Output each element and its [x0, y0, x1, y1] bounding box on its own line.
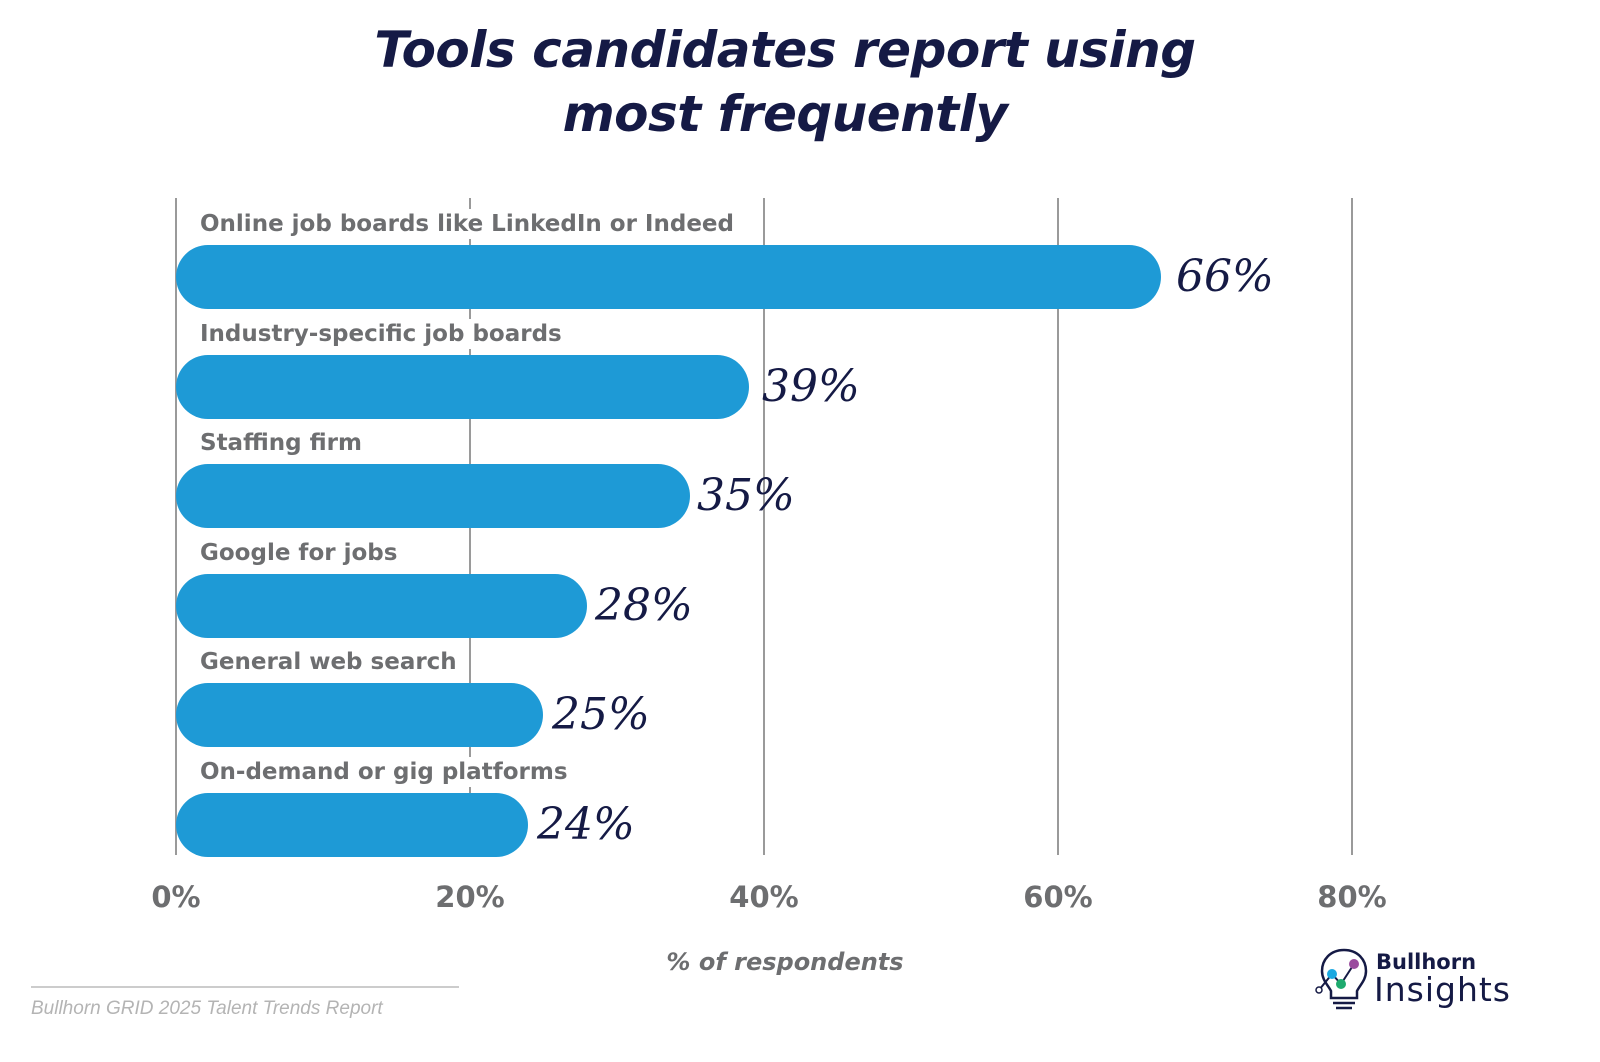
x-tick-label: 20%	[435, 880, 505, 914]
gridline-60	[1057, 198, 1059, 855]
bar-label: Staffing firm	[200, 428, 368, 458]
bar-label: Google for jobs	[200, 538, 404, 568]
bar-value: 28%	[595, 580, 693, 631]
chart-title-line1: Tools candidates report using	[374, 21, 1196, 79]
bar-value: 24%	[537, 799, 635, 850]
bullhorn-insights-logo: Bullhorn Insights	[1314, 946, 1544, 1016]
bar-label: Industry-specific job boards	[200, 319, 568, 349]
chart-title: Tools candidates report using most frequ…	[0, 18, 1570, 146]
bar-value: 25%	[552, 689, 650, 740]
x-tick-label: 80%	[1317, 880, 1387, 914]
logo-brand-text: Bullhorn	[1376, 950, 1477, 974]
bar-label: On-demand or gig platforms	[200, 757, 574, 787]
bar-value: 39%	[762, 361, 860, 412]
x-axis-label: % of respondents	[666, 948, 904, 976]
logo-sub-text: Insights	[1374, 970, 1512, 1009]
bar	[176, 464, 690, 528]
chart-title-line2: most frequently	[562, 85, 1008, 143]
bar	[176, 574, 587, 638]
bar	[176, 683, 543, 747]
bar-value: 66%	[1176, 251, 1274, 302]
bar-value: 35%	[697, 470, 795, 521]
x-tick-label: 60%	[1023, 880, 1093, 914]
bar-label: General web search	[200, 647, 463, 677]
x-tick-label: 0%	[151, 880, 201, 914]
gridline-80	[1351, 198, 1353, 855]
source-divider	[31, 986, 459, 988]
gridline-0	[175, 198, 177, 855]
bar	[176, 793, 528, 857]
bar	[176, 245, 1161, 309]
gridline-40	[763, 198, 765, 855]
source-note: Bullhorn GRID 2025 Talent Trends Report	[31, 998, 383, 1019]
x-tick-label: 40%	[729, 880, 799, 914]
bar-label: Online job boards like LinkedIn or Indee…	[200, 209, 740, 239]
lightbulb-icon	[1315, 948, 1368, 1010]
bar	[176, 355, 749, 419]
